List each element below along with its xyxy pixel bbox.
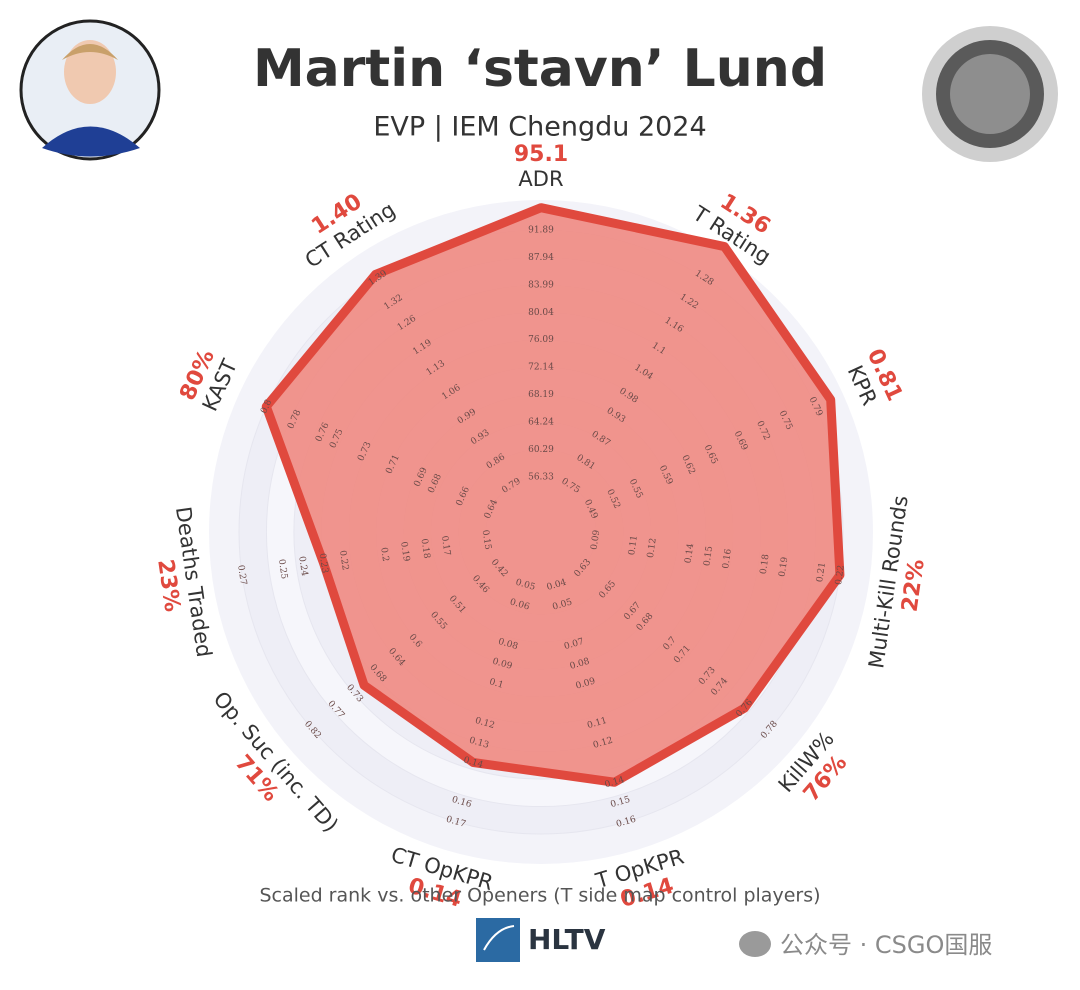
tick-label: 87.94 — [528, 253, 554, 263]
trophy-center — [950, 54, 1030, 134]
watermark: 公众号 · CSGO国服 — [739, 931, 992, 959]
tick-label: 0.16 — [721, 548, 734, 570]
tick-label: 0.2 — [378, 547, 390, 563]
tick-label: 0.15 — [702, 545, 715, 567]
tick-label: 0.09 — [590, 529, 603, 551]
avatar-shirt — [42, 126, 140, 157]
tick-label: 76.09 — [528, 335, 554, 345]
tick-label: 0.22 — [337, 550, 350, 571]
tick-label: 0.23 — [317, 553, 330, 575]
tick-label: 72.14 — [528, 363, 554, 373]
tick-label: 0.11 — [627, 535, 640, 556]
player-avatar — [19, 19, 161, 161]
avatar-hair — [62, 44, 118, 60]
watermark-text: 公众号 · CSGO国服 — [780, 931, 992, 959]
tick-label: 0.21 — [815, 562, 828, 583]
tick-label: 68.19 — [528, 390, 554, 400]
tick-label: 0.24 — [296, 556, 309, 578]
tick-label: 0.22 — [834, 564, 847, 585]
tick-label: 91.89 — [528, 226, 554, 236]
avatar-face — [64, 40, 116, 104]
chart-note: Scaled rank vs. other Openers (T side ma… — [259, 885, 820, 907]
tick-label: 0.25 — [276, 559, 289, 581]
tick-label: 60.29 — [528, 445, 554, 455]
tick-label: 0.12 — [646, 537, 659, 558]
tick-label: 0.17 — [439, 535, 452, 557]
event-trophy — [922, 26, 1058, 162]
radar-area — [261, 203, 845, 787]
tick-label: 56.33 — [528, 473, 554, 483]
chart-title: Martin ‘stavn’ Lund — [253, 39, 827, 99]
value-label: 95.1 — [514, 142, 568, 167]
tick-label: 0.19 — [398, 541, 411, 563]
logo-swoosh — [483, 925, 515, 951]
tick-label: 83.99 — [528, 280, 554, 290]
chart-subtitle: EVP | IEM Chengdu 2024 — [373, 112, 706, 143]
tick-label: 64.24 — [528, 418, 554, 428]
watermark-icon — [739, 931, 771, 957]
tick-label: 0.15 — [480, 529, 493, 551]
tick-label: 80.04 — [528, 308, 554, 318]
tick-label: 0.19 — [778, 556, 791, 578]
logo-square — [476, 918, 520, 962]
logo-text: HLTV — [528, 923, 606, 956]
tick-label: 0.18 — [419, 538, 432, 560]
axis-label: ADR — [518, 167, 563, 191]
tick-label: 0.14 — [684, 543, 697, 565]
tick-label: 0.27 — [235, 564, 248, 586]
tick-label: 0.1 — [488, 677, 505, 691]
tick-label: 0.18 — [759, 553, 772, 575]
hltv-logo: HLTV — [476, 918, 606, 962]
